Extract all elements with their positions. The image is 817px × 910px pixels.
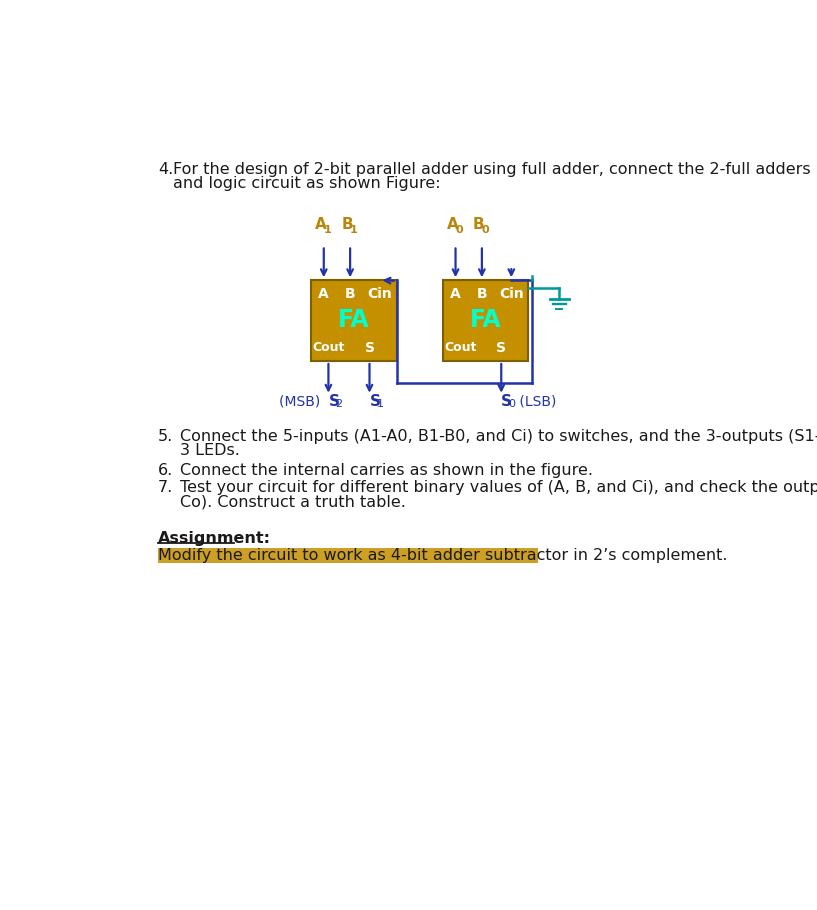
Text: S: S [369,393,381,409]
Bar [443,280,529,361]
Text: Test your circuit for different binary values of (A, B, and Ci), and check the o: Test your circuit for different binary v… [180,480,817,495]
Text: Cout: Cout [312,341,345,354]
Text: Cin: Cin [367,287,392,301]
Text: Assignment:: Assignment: [158,531,271,546]
Text: 5.: 5. [158,429,173,444]
Text: S: S [328,393,339,409]
Text: and logic circuit as shown Figure:: and logic circuit as shown Figure: [173,177,441,191]
Text: For the design of 2-bit parallel adder using full adder, connect the 2-full adde: For the design of 2-bit parallel adder u… [173,162,817,177]
Text: Connect the internal carries as shown in the figure.: Connect the internal carries as shown in… [180,462,592,478]
Text: A: A [319,287,329,301]
Text: 4.: 4. [158,162,173,177]
Text: Cout: Cout [444,341,476,354]
Text: A: A [450,287,461,301]
Text: 0: 0 [508,399,516,410]
Text: 1: 1 [350,225,358,235]
Text: FA: FA [470,308,502,332]
Text: (LSB): (LSB) [516,395,556,409]
Text: Connect the 5-inputs (A1-A0, B1-B0, and Ci) to switches, and the 3-outputs (S1-S: Connect the 5-inputs (A1-A0, B1-B0, and … [180,429,817,444]
Text: Modify the circuit to work as 4-bit adder subtractor in 2’s complement.: Modify the circuit to work as 4-bit adde… [158,549,727,563]
Text: Co). Construct a truth table.: Co). Construct a truth table. [180,495,405,510]
Text: 1: 1 [324,225,332,235]
Text: B: B [345,287,355,301]
Text: A: A [315,217,327,232]
Bar [311,280,396,361]
Text: 7.: 7. [158,480,173,495]
Text: 1: 1 [377,399,383,410]
Text: 3 LEDs.: 3 LEDs. [180,443,239,459]
Text: 0: 0 [456,225,463,235]
Text: 6.: 6. [158,462,173,478]
Text: S: S [496,341,507,355]
Text: 2: 2 [336,399,342,410]
Text: FA: FA [338,308,370,332]
Text: S: S [502,393,512,409]
Text: B: B [476,287,487,301]
Text: Cin: Cin [499,287,524,301]
Bar [158,548,538,563]
Text: B: B [473,217,484,232]
Text: A: A [447,217,458,232]
Text: 0: 0 [482,225,489,235]
Text: (MSB): (MSB) [279,395,324,409]
Text: B: B [342,217,353,232]
Text: S: S [364,341,374,355]
